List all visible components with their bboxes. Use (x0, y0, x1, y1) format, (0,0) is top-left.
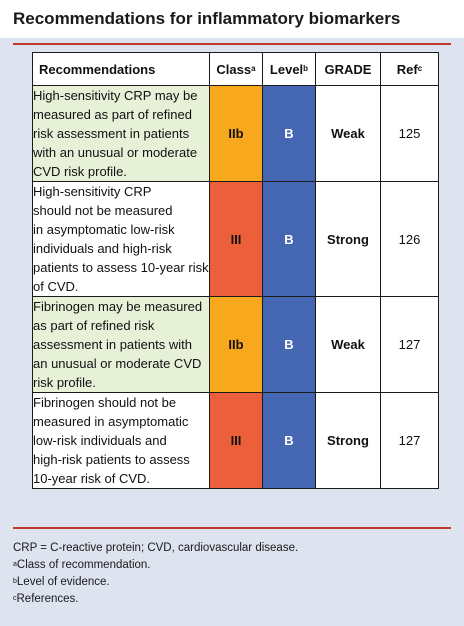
recommendation-line: individuals and high-risk (33, 241, 172, 256)
level-of-evidence-cell: B (262, 296, 316, 393)
recommendation-line: assessment in patients with (33, 337, 192, 352)
recommendation-line: with an unusual or moderate (33, 145, 198, 160)
header-level: Levelb (262, 52, 316, 86)
recommendation-line: High-sensitivity CRP may be (33, 88, 198, 103)
footnote-abbreviations: CRP = C-reactive protein; CVD, cardiovas… (13, 542, 299, 554)
recommendation-line: measured as part of refined (33, 107, 192, 122)
recommendation-line: low-risk individuals and (33, 433, 167, 448)
recommendation-text: High-sensitivity CRP should not be measur… (32, 181, 210, 297)
recommendation-line: risk assessment in patients (33, 126, 190, 141)
recommendation-line: high-risk patients to assess (33, 452, 190, 467)
recommendations-table: Recommendations Classa Levelb GRADE Refc… (32, 52, 439, 489)
recommendation-line: in asymptomatic low-risk (33, 222, 175, 237)
level-of-evidence-cell: B (262, 181, 316, 297)
recommendation-line: Fibrinogen should not be (33, 395, 177, 410)
page-title: Recommendations for inflammatory biomark… (13, 9, 401, 28)
title-bar: Recommendations for inflammatory biomark… (0, 0, 464, 38)
header-level-footnote-marker: b (303, 63, 309, 73)
class-of-recommendation-cell: III (209, 181, 263, 297)
recommendation-line: 10-year risk of CVD. (33, 471, 151, 486)
header-class-footnote-marker: a (251, 63, 256, 73)
recommendation-line: CVD risk profile. (33, 164, 127, 179)
footnotes: CRP = C-reactive protein; CVD, cardiovas… (13, 540, 453, 608)
header-class: Classa (209, 52, 263, 86)
grade-cell: Strong (315, 181, 381, 297)
recommendation-text: Fibrinogen may be measured as part of ref… (32, 296, 210, 393)
table-row: High-sensitivity CRP may be measured as p… (32, 85, 439, 182)
recommendation-line: as part of refined risk (33, 318, 155, 333)
reference-cell: 127 (380, 392, 439, 489)
recommendation-line: of CVD. (33, 279, 79, 294)
level-of-evidence-cell: B (262, 85, 316, 182)
header-recommendations: Recommendations (32, 52, 210, 86)
reference-cell: 127 (380, 296, 439, 393)
footnote-c: cReferences. (13, 593, 79, 605)
recommendation-line: patients to assess 10-year risk (33, 260, 209, 275)
reference-cell: 125 (380, 85, 439, 182)
header-ref-footnote-marker: c (417, 63, 423, 73)
table-row: High-sensitivity CRP should not be measur… (32, 181, 439, 297)
top-divider (13, 43, 451, 45)
class-of-recommendation-cell: IIb (209, 296, 263, 393)
class-of-recommendation-cell: III (209, 392, 263, 489)
recommendation-line: should not be measured (33, 203, 173, 218)
reference-cell: 126 (380, 181, 439, 297)
bottom-divider (13, 527, 451, 529)
header-grade: GRADE (315, 52, 381, 86)
recommendation-line: Fibrinogen may be measured (33, 299, 203, 314)
class-of-recommendation-cell: IIb (209, 85, 263, 182)
recommendation-line: an unusual or moderate CVD (33, 356, 202, 371)
recommendation-line: risk profile. (33, 375, 96, 390)
header-ref: Refc (380, 52, 439, 86)
recommendation-text: Fibrinogen should not be measured in asym… (32, 392, 210, 489)
grade-cell: Strong (315, 392, 381, 489)
recommendation-text: High-sensitivity CRP may be measured as p… (32, 85, 210, 182)
level-of-evidence-cell: B (262, 392, 316, 489)
table-header-row: Recommendations Classa Levelb GRADE Refc (32, 52, 439, 86)
footnote-a: aClass of recommendation. (13, 559, 151, 571)
table-row: Fibrinogen should not be measured in asym… (32, 392, 439, 489)
recommendation-line: High-sensitivity CRP (33, 184, 152, 199)
grade-cell: Weak (315, 296, 381, 393)
table-row: Fibrinogen may be measured as part of ref… (32, 296, 439, 393)
footnote-b: bLevel of evidence. (13, 576, 110, 588)
grade-cell: Weak (315, 85, 381, 182)
recommendation-line: measured in asymptomatic (33, 414, 189, 429)
